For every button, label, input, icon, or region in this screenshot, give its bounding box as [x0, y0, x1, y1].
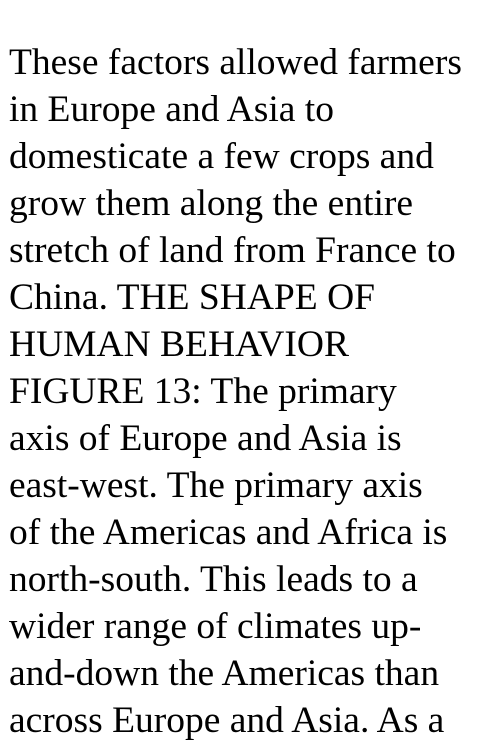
text-line: and-down the Americas than	[9, 653, 440, 694]
text-line: of the Americas and Africa is	[9, 512, 448, 553]
text-line: axis of Europe and Asia is	[9, 418, 402, 459]
text-line: domesticate a few crops and	[9, 136, 434, 177]
text-line: China. THE SHAPE OF	[9, 277, 376, 318]
text-line: stretch of land from France to	[9, 230, 456, 271]
text-line: in Europe and Asia to	[9, 89, 334, 130]
text-line: north-south. This leads to a	[9, 559, 418, 600]
text-line: FIGURE 13: The primary	[9, 371, 397, 412]
document-body: These factors allowed farmers in Europe …	[9, 39, 499, 744]
text-line: across Europe and Asia. As a	[9, 700, 445, 741]
text-line: wider range of climates up-	[9, 606, 422, 647]
text-line: east-west. The primary axis	[9, 465, 423, 506]
text-line: grow them along the entire	[9, 183, 414, 224]
text-line: HUMAN BEHAVIOR	[9, 324, 349, 365]
text-line: These factors allowed farmers	[9, 42, 462, 83]
